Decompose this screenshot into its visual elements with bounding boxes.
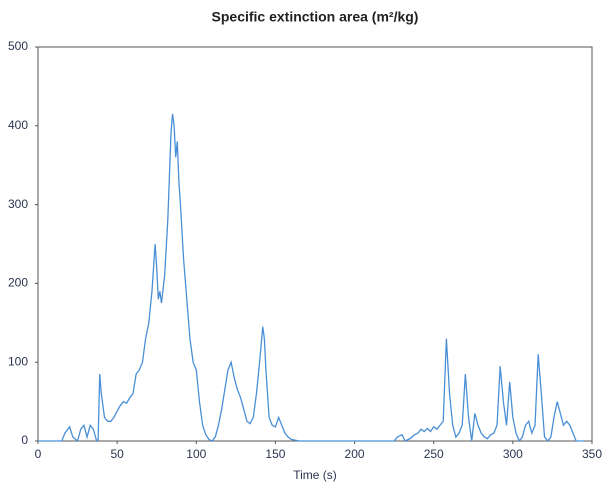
data-line [38, 113, 585, 443]
x-tick-label: 100 [186, 447, 206, 461]
chart-title: Specific extinction area (m²/kg) [212, 9, 419, 25]
y-tick-label: 200 [8, 276, 28, 290]
y-tick-label: 100 [8, 354, 28, 368]
x-axis-label: Time (s) [293, 468, 337, 482]
x-tick-label: 50 [110, 447, 124, 461]
y-tick-label: 300 [8, 197, 28, 211]
y-tick-label: 0 [21, 433, 28, 447]
y-tick-label: 400 [8, 118, 28, 132]
x-tick-label: 250 [424, 447, 444, 461]
x-tick-label: 300 [503, 447, 523, 461]
plot-frame [37, 46, 593, 442]
x-tick-label: 150 [265, 447, 285, 461]
y-tick-label: 500 [8, 39, 28, 53]
x-tick-label: 350 [582, 447, 602, 461]
x-tick-label: 0 [35, 447, 42, 461]
x-tick-label: 200 [345, 447, 365, 461]
